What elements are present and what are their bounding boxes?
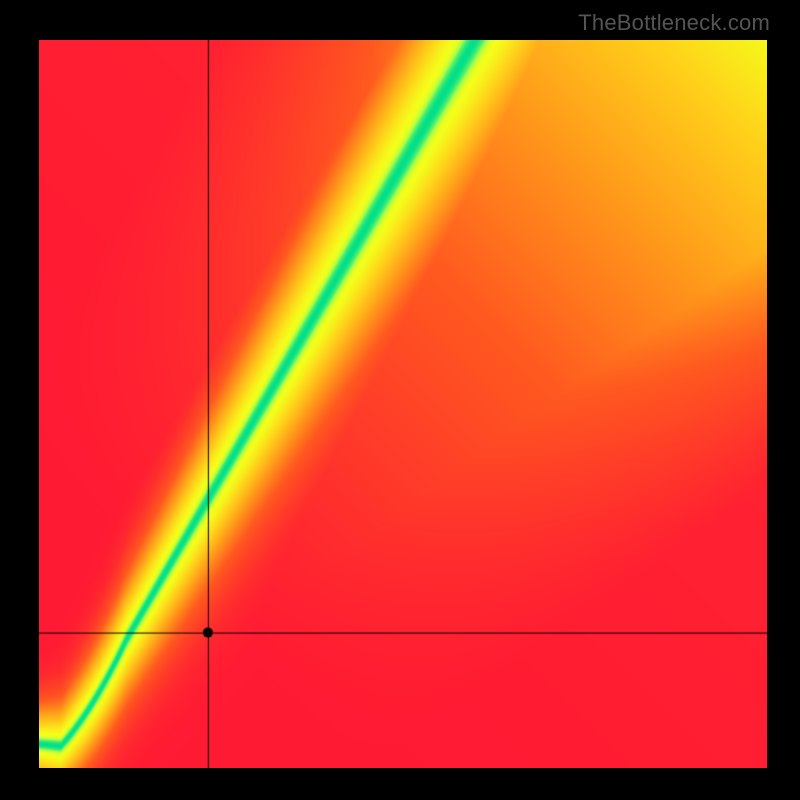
bottleneck-heatmap [39, 40, 767, 768]
chart-frame: TheBottleneck.com [0, 0, 800, 800]
watermark-text: TheBottleneck.com [578, 10, 770, 36]
